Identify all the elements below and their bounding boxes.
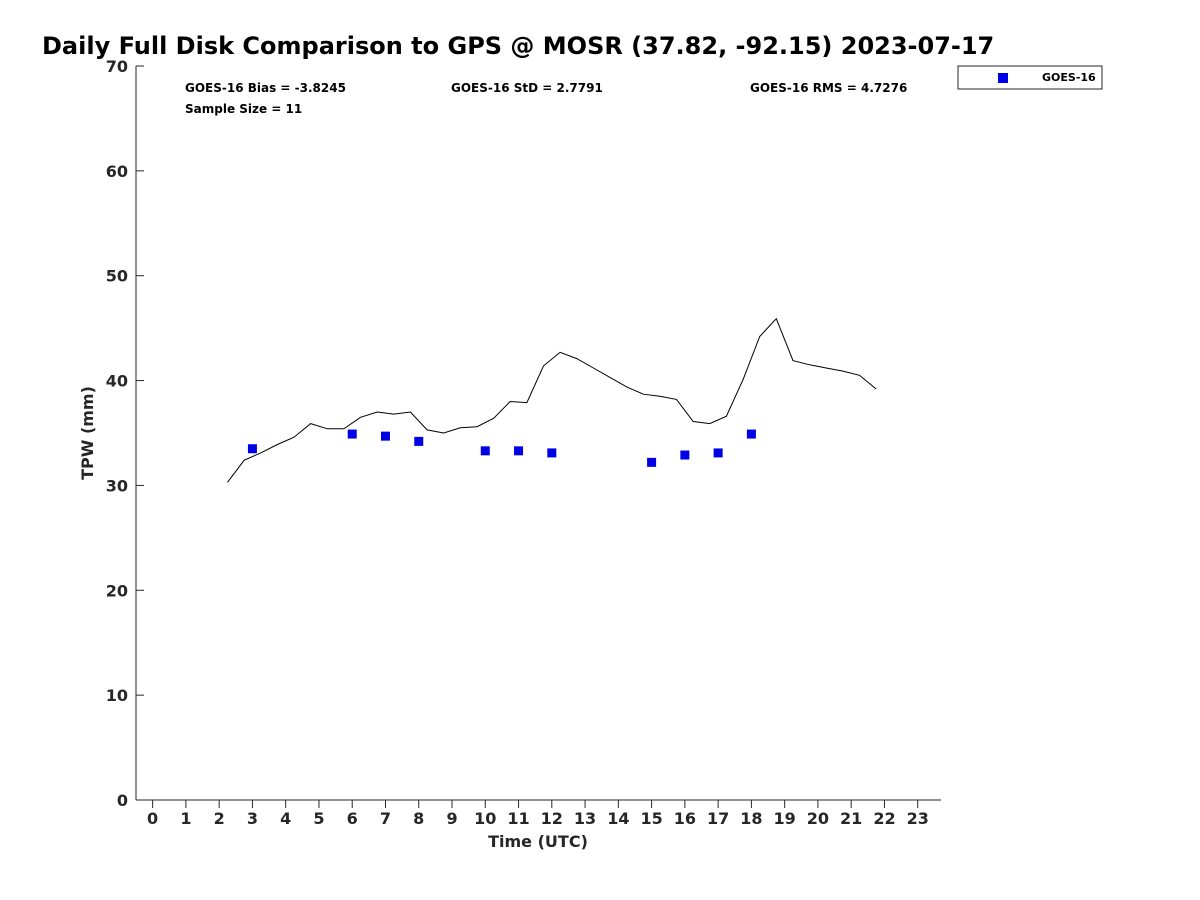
y-tick-label: 20 [106,581,128,600]
x-tick-label: 20 [807,809,829,828]
x-tick-label: 18 [740,809,762,828]
x-tick-label: 11 [507,809,529,828]
x-tick-label: 17 [707,809,729,828]
goes16-point [746,429,756,439]
legend: GOES-16 [957,65,1103,90]
x-tick-label: 23 [907,809,929,828]
x-tick-label: 0 [147,809,158,828]
goes16-point [713,448,723,458]
x-tick-label: 6 [347,809,358,828]
goes16-point [480,446,490,456]
gps-tpw-line [227,317,877,483]
x-tick-label: 2 [214,809,225,828]
goes16-point [414,436,424,446]
axes [135,66,941,801]
goes16-point [347,429,357,439]
y-tick-label: 40 [106,372,128,391]
y-tick-label: 50 [106,267,128,286]
plot-area [227,317,877,483]
y-tick-label: 60 [106,162,128,181]
y-tick-label: 0 [117,791,128,810]
std-stat: GOES-16 StD = 2.7791 [451,81,603,95]
x-tick-label: 21 [840,809,862,828]
y-tick-label: 30 [106,476,128,495]
x-tick-label: 8 [413,809,424,828]
chart-title: Daily Full Disk Comparison to GPS @ MOSR… [42,32,994,60]
x-tick-label: 5 [313,809,324,828]
x-tick-label: 1 [180,809,191,828]
y-tick-label: 10 [106,686,128,705]
goes16-point [380,431,390,441]
x-tick-label: 3 [247,809,258,828]
sample-size-stat: Sample Size = 11 [185,102,302,116]
goes16-points [247,429,756,467]
legend-marker-goes16 [998,73,1008,83]
goes16-point [647,457,657,467]
x-tick-label: 13 [574,809,596,828]
goes16-point [247,444,257,454]
goes16-point [514,446,524,456]
legend-label-goes16: GOES-16 [1042,71,1096,84]
legend-box [957,65,1103,90]
goes16-point [547,448,557,458]
x-tick-label: 10 [474,809,496,828]
x-tick-label: 19 [774,809,796,828]
x-tick-label: 4 [280,809,291,828]
x-tick-label: 7 [380,809,391,828]
x-tick-label: 9 [446,809,457,828]
x-ticks: 0 1 2 3 4 5 6 7 8 9 10 11 12 13 14 15 16 17 18 19 20 21 22 23 [147,800,929,828]
rms-stat: GOES-16 RMS = 4.7276 [750,81,907,95]
x-tick-label: 16 [674,809,696,828]
y-axis-label: TPW (mm) [78,386,97,480]
x-tick-label: 12 [541,809,563,828]
x-axis-label: Time (UTC) [488,832,588,851]
bias-stat: GOES-16 Bias = -3.8245 [185,81,346,95]
stats-annotations: GOES-16 Bias = -3.8245 GOES-16 StD = 2.7… [185,81,907,116]
goes16-point [680,450,690,460]
x-tick-label: 14 [607,809,629,828]
y-ticks: 0 10 20 30 40 50 60 70 [106,57,144,810]
x-tick-label: 22 [873,809,895,828]
x-tick-label: 15 [640,809,662,828]
y-tick-label: 70 [106,57,128,76]
gps-series-line [227,317,877,483]
